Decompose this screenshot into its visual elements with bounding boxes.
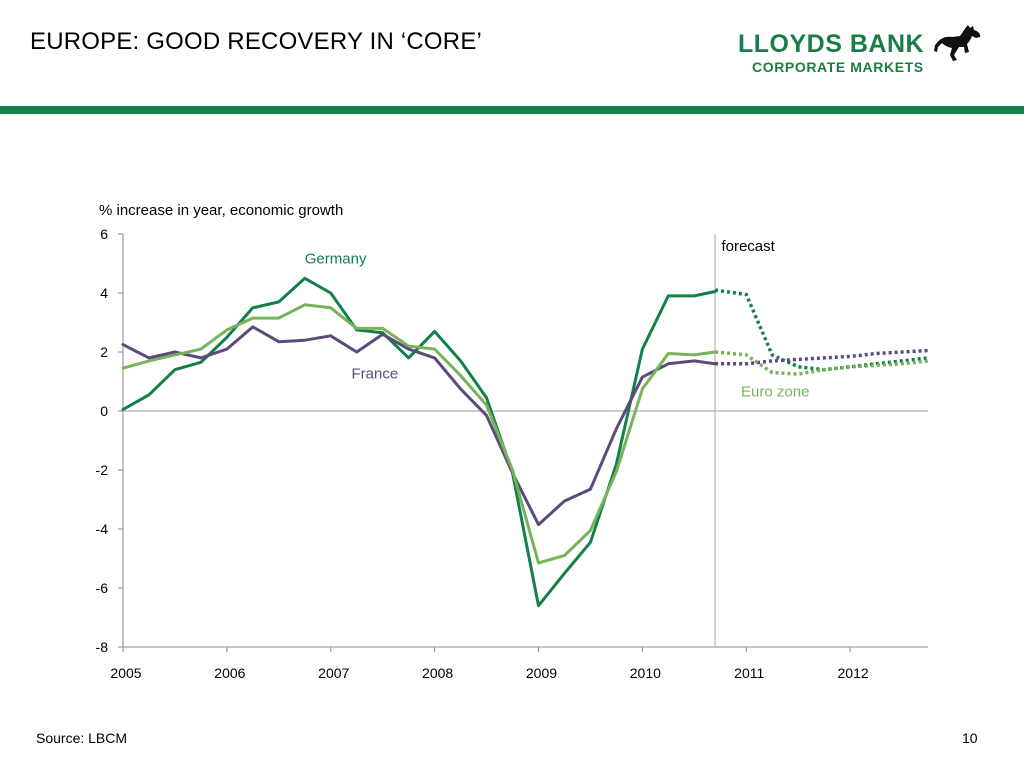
logo-subtitle: CORPORATE MARKETS xyxy=(752,59,924,75)
lloyds-bank-logo: LLOYDS BANK CORPORATE MARKETS xyxy=(738,22,988,78)
series-forecast-line-euro-zone xyxy=(714,350,929,376)
x-tick-label: 2008 xyxy=(422,665,453,681)
x-tick-label: 2012 xyxy=(838,665,869,681)
logo-wordmark: LLOYDS BANK xyxy=(738,30,925,58)
y-tick-label: 6 xyxy=(100,226,108,242)
series-label-france: France xyxy=(352,366,399,383)
x-tick-label: 2011 xyxy=(734,665,764,681)
series-forecast-line-france xyxy=(715,348,929,366)
series-label-germany: Germany xyxy=(305,251,367,268)
x-tick-label: 2006 xyxy=(214,665,245,681)
series-label-euro-zone: Euro zone xyxy=(741,383,809,400)
y-tick-label: 0 xyxy=(100,403,108,419)
slide-title: EUROPE: GOOD RECOVERY IN ‘CORE’ xyxy=(30,28,483,55)
y-tick-label: -2 xyxy=(96,462,109,478)
y-tick-label: 4 xyxy=(100,285,108,301)
x-tick-label: 2007 xyxy=(318,665,349,681)
y-tick-label: -8 xyxy=(96,639,109,655)
y-tick-label: -4 xyxy=(96,521,109,537)
series-line-france xyxy=(121,325,717,527)
y-tick-label: 2 xyxy=(100,344,108,360)
y-tick-label: -6 xyxy=(96,580,109,596)
source-note: Source: LBCM xyxy=(36,730,128,746)
black-horse-icon xyxy=(934,25,981,61)
page-number: 10 xyxy=(962,730,978,746)
series-forecast-line-germany xyxy=(714,288,929,372)
x-tick-label: 2005 xyxy=(110,665,141,681)
x-tick-label: 2010 xyxy=(630,665,661,681)
header-divider-bar xyxy=(0,106,1024,114)
series-line-euro-zone xyxy=(121,303,717,565)
series-line-germany xyxy=(121,276,717,608)
x-tick-label: 2009 xyxy=(526,665,557,681)
forecast-annotation: forecast xyxy=(721,238,775,255)
y-axis-label: % increase in year, economic growth xyxy=(99,202,343,219)
